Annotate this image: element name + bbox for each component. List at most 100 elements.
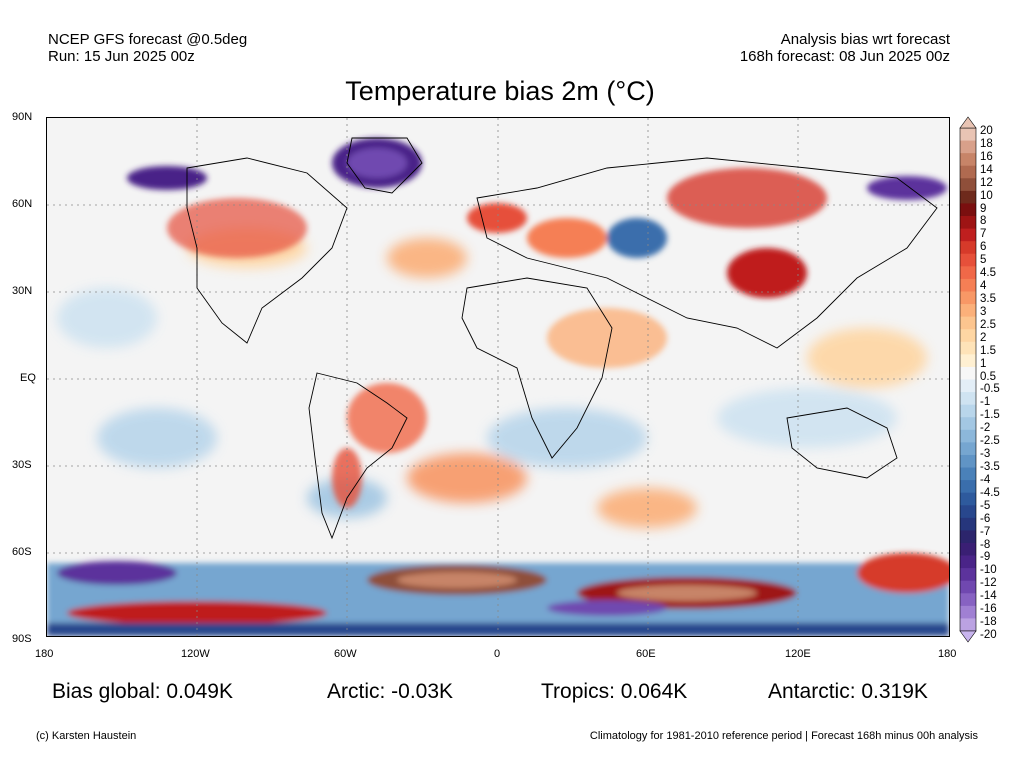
colorbar-cell (960, 492, 976, 506)
colorbar-label: 4 (980, 280, 987, 293)
run-label: Run: 15 Jun 2025 00z (48, 48, 195, 65)
colorbar-cell (960, 379, 976, 393)
colorbar-label: 18 (980, 137, 993, 150)
colorbar-label: -14 (980, 590, 997, 603)
credit-text: (c) Karsten Haustein (36, 730, 137, 742)
stat-arctic-bias: Arctic: -0.03K (327, 680, 454, 703)
colorbar-label: 1 (980, 357, 987, 370)
lat-label-eq: EQ (20, 372, 36, 384)
colorbar-label: 14 (980, 163, 993, 176)
colorbar-cell (960, 605, 976, 619)
colorbar-cell (960, 228, 976, 242)
colorbar-label: -9 (980, 551, 991, 564)
colorbar-label: 12 (980, 176, 993, 189)
colorbar-cell (960, 329, 976, 343)
lon-label-180w: 180 (35, 648, 54, 660)
colorbar-cell (960, 291, 976, 305)
colorbar-cell (960, 429, 976, 443)
colorbar-label: -3 (980, 448, 991, 461)
colorbar-label: -2.5 (980, 435, 1000, 448)
forecast-time-label: 168h forecast: 08 Jun 2025 00z (739, 48, 950, 65)
colorbar-label: -7 (980, 525, 991, 538)
colorbar-cell (960, 618, 976, 632)
colorbar-label: -18 (980, 616, 997, 629)
colorbar-cell (960, 404, 976, 418)
colorbar-cell (960, 203, 976, 217)
coastlines (186, 137, 938, 540)
colorbar-label: 2.5 (980, 318, 996, 331)
colorbar-label: 9 (980, 202, 987, 215)
colorbar (959, 116, 977, 643)
colorbar-label: -0.5 (980, 383, 1000, 396)
colorbar-label: 7 (980, 228, 987, 241)
colorbar-label: -4.5 (980, 486, 1000, 499)
lon-label-60w: 60W (334, 648, 357, 660)
lat-label-30s: 30S (12, 459, 32, 471)
colorbar-cell (960, 304, 976, 318)
model-label: NCEP GFS forecast @0.5deg (48, 31, 248, 48)
colorbar-cell (960, 442, 976, 456)
colorbar-cell (960, 568, 976, 582)
colorbar-label: -2 (980, 422, 991, 435)
lat-label-60s: 60S (12, 546, 32, 558)
colorbar-cell (960, 128, 976, 141)
colorbar-cell (960, 480, 976, 494)
colorbar-cell (960, 505, 976, 519)
lat-label-90s: 90S (12, 633, 32, 645)
colorbar-label: 3.5 (980, 293, 996, 305)
bias-field-graphic (47, 118, 949, 636)
colorbar-label: -1.5 (980, 409, 1000, 422)
colorbar-label: 10 (980, 189, 993, 202)
colorbar-label: -16 (980, 603, 997, 616)
colorbar-cell (960, 153, 976, 167)
colorbar-cell (960, 354, 976, 368)
lon-label-180e: 180 (938, 648, 957, 660)
lon-label-0: 0 (494, 648, 501, 660)
colorbar-cell (960, 417, 976, 431)
colorbar-cell (960, 467, 976, 481)
colorbar-cell (960, 454, 976, 468)
lon-label-120w: 120W (181, 648, 210, 660)
colorbar-label: 6 (980, 241, 987, 254)
colorbar-label: -1 (980, 396, 991, 409)
colorbar-label: -5 (980, 499, 991, 512)
stat-antarctic-bias: Antarctic: 0.319K (768, 680, 928, 703)
colorbar-cell (960, 542, 976, 556)
colorbar-label: 0.5 (980, 370, 996, 383)
colorbar-cell (960, 316, 976, 330)
colorbar-cell (960, 278, 976, 292)
colorbar-label: -8 (980, 538, 991, 551)
colorbar-cell (960, 216, 976, 229)
colorbar-cell (960, 366, 976, 380)
colorbar-label: 2 (980, 331, 987, 344)
colorbar-cell (960, 392, 976, 406)
map-title: Temperature bias 2m (°C) (345, 76, 655, 106)
colorbar-label: -4 (980, 473, 991, 486)
colorbar-cell (960, 530, 976, 544)
colorbar-cell (960, 266, 976, 280)
colorbar-label: 1.5 (980, 344, 996, 357)
colorbar-label: -3.5 (980, 461, 1000, 473)
colorbar-cell (960, 580, 976, 594)
lat-label-90n: 90N (12, 111, 33, 123)
colorbar-label: 3 (980, 305, 987, 318)
colorbar-label: 5 (980, 254, 987, 267)
colorbar-cell (960, 341, 976, 355)
colorbar-label: -10 (980, 564, 997, 577)
colorbar-label: 16 (980, 150, 993, 163)
colorbar-cell (960, 555, 976, 569)
colorbar-label: 20 (980, 125, 993, 137)
lon-label-120e: 120E (785, 648, 811, 660)
colorbar-cell (960, 517, 976, 531)
lat-label-30n: 30N (12, 285, 33, 297)
colorbar-cell (960, 165, 976, 179)
colorbar-label: -12 (980, 577, 997, 590)
colorbar-cell (960, 178, 976, 192)
colorbar-cell (960, 190, 976, 204)
product-type-label: Analysis bias wrt forecast (780, 31, 950, 48)
colorbar-cell (960, 253, 976, 267)
colorbar-cell (960, 140, 976, 154)
colorbar-cell (960, 593, 976, 607)
colorbar-label: 4.5 (980, 267, 996, 280)
colorbar-label: 8 (980, 215, 987, 228)
